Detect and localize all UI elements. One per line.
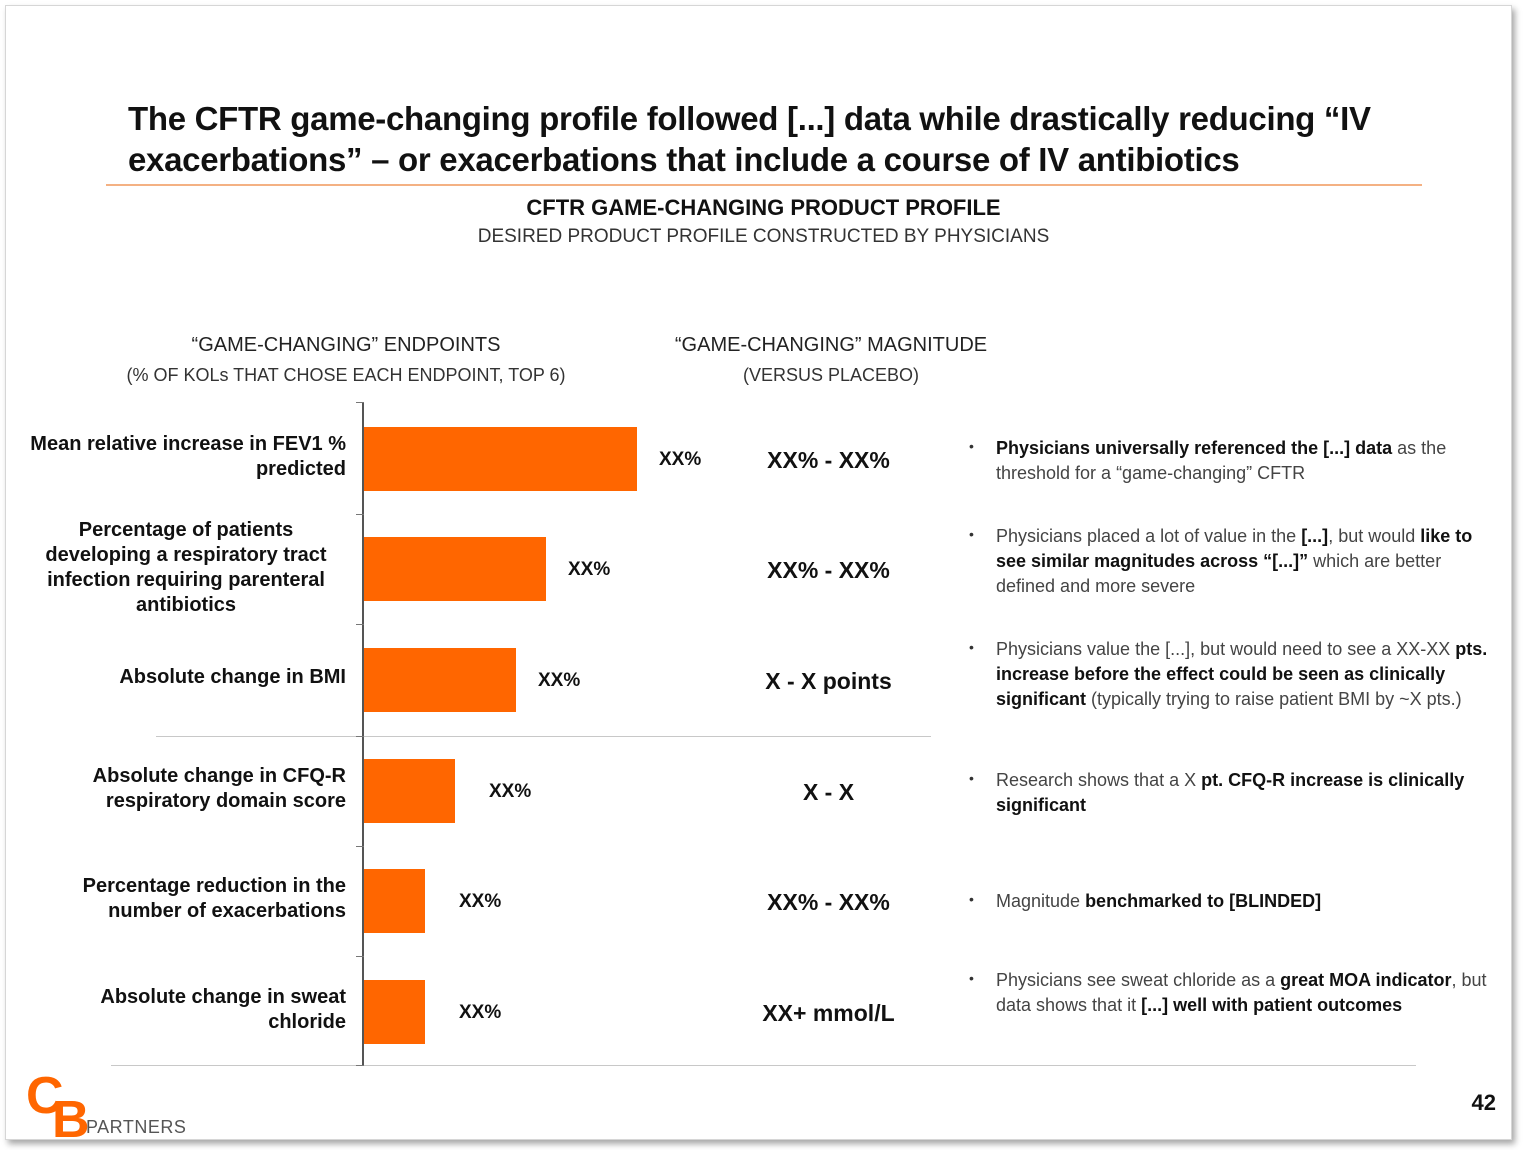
axis-tick bbox=[356, 402, 364, 403]
note-emphasis: [...] well with patient outcomes bbox=[1141, 995, 1403, 1015]
note-emphasis: [...] bbox=[1301, 526, 1329, 546]
bottom-divider bbox=[111, 1065, 1416, 1066]
endpoints-column-header: “GAME-CHANGING” ENDPOINTS (% OF KOLs THA… bbox=[56, 334, 636, 386]
magnitude-value: XX% - XX% bbox=[767, 447, 890, 473]
note-text: Physicians see sweat chloride as a bbox=[996, 970, 1281, 990]
note-text: , but data shows that it bbox=[996, 970, 1487, 1015]
note-emphasis: benchmarked to [BLINDED] bbox=[1085, 891, 1322, 911]
axis-tick bbox=[356, 624, 364, 625]
note-emphasis: like to see similar magnitudes across “[… bbox=[996, 526, 1473, 571]
category-label: Percentage reduction in the number of ex… bbox=[82, 875, 346, 922]
category-label: Absolute change in CFQ-R respiratory dom… bbox=[92, 765, 346, 812]
commentary-note: Physicians universally referenced the [.… bbox=[996, 436, 1501, 486]
note-text: Magnitude bbox=[996, 891, 1086, 911]
category-label: Absolute change in BMI bbox=[119, 666, 346, 688]
bar bbox=[364, 869, 425, 933]
magnitude-column-header: “GAME-CHANGING” MAGNITUDE (VERSUS PLACEB… bbox=[636, 334, 1026, 386]
chart-subtitle-secondary: DESIRED PRODUCT PROFILE CONSTRUCTED BY P… bbox=[477, 226, 1050, 247]
note-text: (typically trying to raise patient BMI b… bbox=[1086, 689, 1462, 709]
bullet-icon: • bbox=[969, 970, 974, 986]
title-rule bbox=[106, 184, 1422, 186]
axis-tick bbox=[356, 956, 364, 957]
bullet-icon: • bbox=[969, 526, 974, 542]
note-text: as the threshold for a “game-changing” C… bbox=[996, 438, 1447, 483]
bar-value-label: XX% bbox=[538, 670, 581, 691]
category-label: Percentage of patients developing a resp… bbox=[45, 519, 327, 616]
bar bbox=[364, 427, 637, 491]
slide-title: The CFTR game-changing profile followed … bbox=[128, 100, 1371, 178]
slide: The CFTR game-changing profile followed … bbox=[5, 5, 1512, 1149]
note-emphasis: pts. increase before the effect could be… bbox=[996, 639, 1488, 709]
endpoints-header-line1: “GAME-CHANGING” ENDPOINTS bbox=[191, 334, 501, 356]
commentary-note: Physicians placed a lot of value in the … bbox=[996, 524, 1501, 599]
axis-tick bbox=[356, 846, 364, 847]
note-text: , but would bbox=[1328, 526, 1421, 546]
group-divider bbox=[156, 736, 931, 737]
logo-text: PARTNERS bbox=[86, 1117, 187, 1137]
bar bbox=[364, 759, 455, 823]
chart-subtitle: CFTR GAME-CHANGING PRODUCT PROFILE bbox=[526, 195, 1001, 220]
bar-value-label: XX% bbox=[568, 559, 611, 580]
magnitude-header-line1: “GAME-CHANGING” MAGNITUDE bbox=[674, 334, 988, 356]
company-logo: C B PARTNERS bbox=[26, 1066, 206, 1149]
bar-value-label: XX% bbox=[659, 449, 702, 470]
bullet-icon: • bbox=[969, 639, 974, 655]
magnitude-header-line2: (VERSUS PLACEBO) bbox=[742, 365, 920, 385]
axis-tick bbox=[356, 1065, 364, 1066]
bar bbox=[364, 980, 425, 1044]
magnitude-value: X - X points bbox=[765, 668, 892, 694]
logo-letter-c: C bbox=[26, 1067, 64, 1125]
axis-tick bbox=[356, 514, 364, 515]
bullet-icon: • bbox=[969, 891, 974, 907]
note-text: Physicians placed a lot of value in the bbox=[996, 526, 1302, 546]
note-text: Physicians value the [...], but would ne… bbox=[996, 639, 1456, 659]
commentary-note: Magnitude benchmarked to [BLINDED] bbox=[996, 889, 1501, 914]
commentary-note: Research shows that a X pt. CFQ-R increa… bbox=[996, 768, 1501, 818]
commentary-note: Physicians value the [...], but would ne… bbox=[996, 637, 1501, 712]
magnitude-value: XX+ mmol/L bbox=[762, 1000, 895, 1026]
category-label: Mean relative increase in FEV1 % predict… bbox=[30, 433, 346, 480]
endpoints-header-line2: (% OF KOLs THAT CHOSE EACH ENDPOINT, TOP… bbox=[126, 365, 566, 385]
bar bbox=[364, 537, 546, 601]
logo-letter-b: B bbox=[52, 1091, 90, 1149]
bar-value-label: XX% bbox=[459, 891, 502, 912]
note-text: Research shows that a X bbox=[996, 770, 1202, 790]
bullet-icon: • bbox=[969, 770, 974, 786]
chart-axis bbox=[362, 402, 364, 1066]
commentary-note: Physicians see sweat chloride as a great… bbox=[996, 968, 1501, 1018]
bar bbox=[364, 648, 516, 712]
magnitude-value: XX% - XX% bbox=[767, 557, 890, 583]
bar-value-label: XX% bbox=[459, 1002, 502, 1023]
bullet-icon: • bbox=[969, 438, 974, 454]
magnitude-value: X - X bbox=[802, 779, 855, 805]
note-text: which are better defined and more severe bbox=[996, 551, 1442, 596]
note-emphasis: Physicians universally referenced the [.… bbox=[996, 438, 1393, 458]
category-label: Absolute change in sweat chloride bbox=[100, 986, 346, 1033]
note-emphasis: great MOA indicator bbox=[1280, 970, 1452, 990]
note-emphasis: pt. CFQ-R increase is clinically signifi… bbox=[996, 770, 1465, 815]
magnitude-value: XX% - XX% bbox=[767, 889, 890, 915]
bar-value-label: XX% bbox=[489, 781, 532, 802]
page-number: 42 bbox=[1471, 1090, 1496, 1115]
axis-tick bbox=[356, 736, 364, 737]
